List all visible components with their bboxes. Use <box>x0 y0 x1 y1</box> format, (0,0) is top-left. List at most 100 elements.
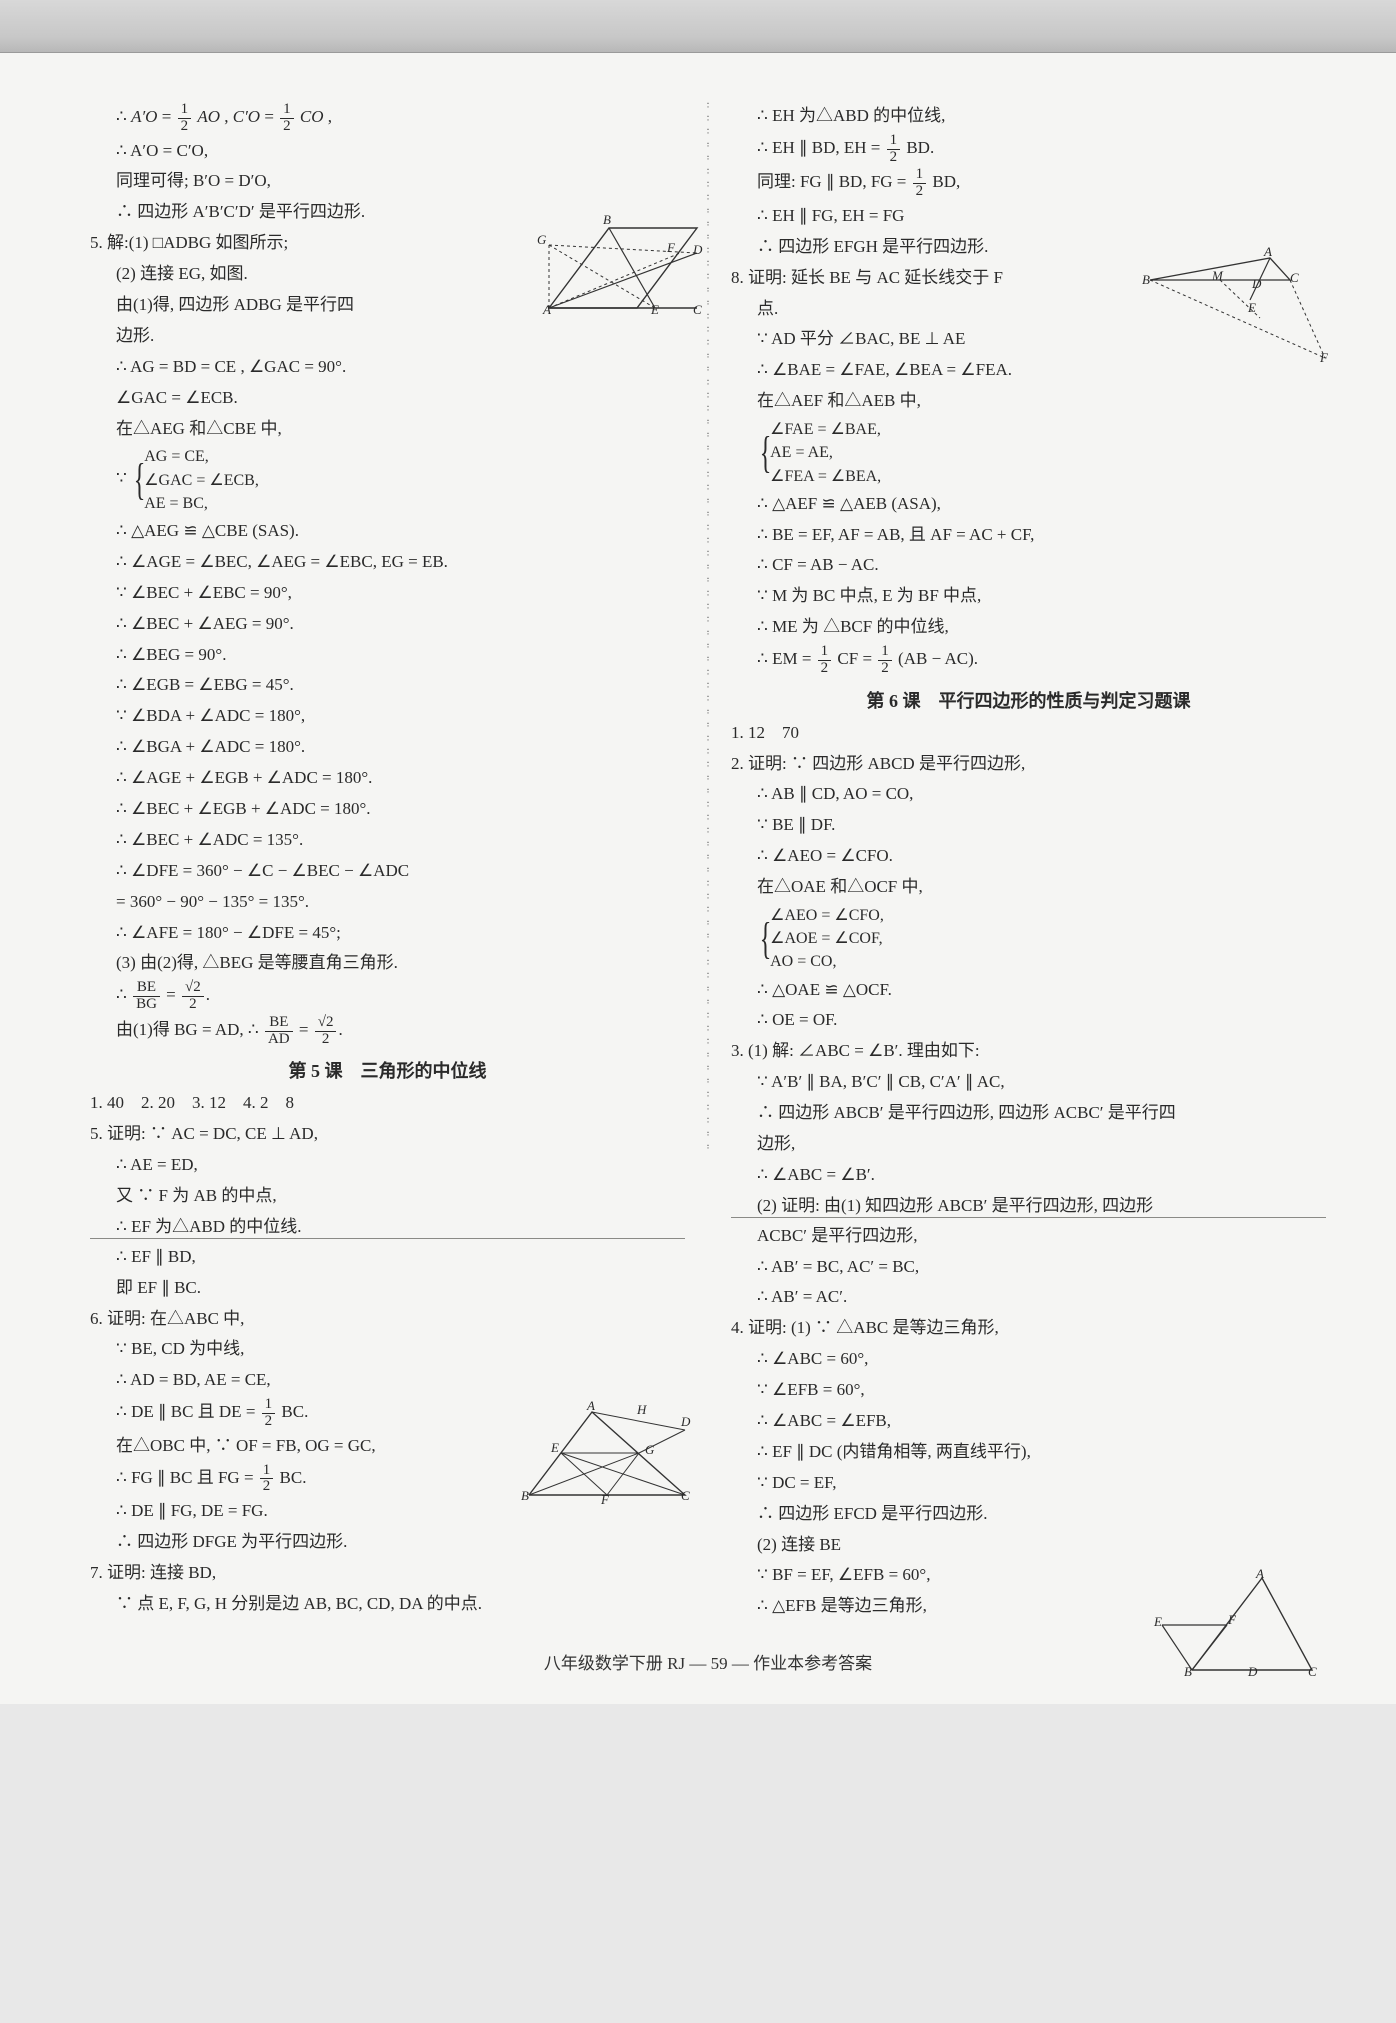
inline-text: ∴ EM = <box>757 649 816 668</box>
math-line: ∴ 四边形 EFCD 是平行四边形. <box>731 1500 1326 1529</box>
frac-num: 1 <box>260 1463 274 1480</box>
math-line: ∴ ∠AFE = 180° − ∠DFE = 45°; <box>90 919 685 948</box>
math-line: 5. 证明: ∵ AC = DC, CE ⊥ AD, <box>90 1120 685 1149</box>
math-line: 又 ∵ F 为 AB 的中点, <box>90 1182 685 1211</box>
math-line: 4. 证明: (1) ∵ △ABC 是等边三角形, <box>731 1314 1326 1343</box>
system-row: ∠AOE = ∠COF, <box>770 927 884 950</box>
inline-text: ∴ EH ∥ BD, EH = <box>757 138 885 157</box>
math-line: 8. 证明: 延长 BE 与 AC 延长线交于 F <box>731 264 1326 293</box>
math-line: ∴ ∠AGE = ∠BEC, ∠AEG = ∠EBC, EG = EB. <box>90 548 685 577</box>
math-line: ∵ ∠EFB = 60°, <box>731 1376 1326 1405</box>
frac-den: 2 <box>178 119 192 135</box>
math-line: ∴ A′O = C′O, <box>90 137 685 166</box>
math-line: 边形, <box>731 1130 1326 1159</box>
math-line: ∵ AD 平分 ∠BAC, BE ⊥ AE <box>731 325 1326 354</box>
math-line: 同理: FG ∥ BD, FG = 12 BD, <box>731 167 1326 200</box>
frac-den: 2 <box>315 1032 337 1048</box>
math-line: (2) 证明: 由(1) 知四边形 ABCB′ 是平行四边形, 四边形 <box>731 1192 1326 1221</box>
math-line: (3) 由(2)得, △BEG 是等腰直角三角形. <box>90 949 685 978</box>
math-line: 6. 证明: 在△ABC 中, <box>90 1305 685 1334</box>
frac-den: 2 <box>182 997 204 1013</box>
frac-num: 1 <box>280 102 294 119</box>
math-line: ∴ BEBG = √22. <box>90 980 685 1013</box>
math-line: ACBC′ 是平行四边形, <box>731 1222 1326 1251</box>
system-row: AG = CE, <box>144 445 259 468</box>
frac-num: √2 <box>182 980 204 997</box>
math-line: ∵ BE, CD 为中线, <box>90 1335 685 1364</box>
math-line: ∵ ∠BEC + ∠EBC = 90°, <box>90 579 685 608</box>
math-line: 即 EF ∥ BC. <box>90 1274 685 1303</box>
frac-den: 2 <box>280 119 294 135</box>
math-line: (2) 连接 BE <box>731 1531 1326 1560</box>
math-line: = 360° − 90° − 135° = 135°. <box>90 888 685 917</box>
frac-num: BE <box>265 1015 293 1032</box>
math-line: ∴ BE = EF, AF = AB, 且 AF = AC + CF, <box>731 521 1326 550</box>
math-line: 在△AEF 和△AEB 中, <box>731 387 1326 416</box>
frac-num: 1 <box>818 644 832 661</box>
frac-den: BG <box>133 997 160 1013</box>
inline-text: CF = <box>837 649 876 668</box>
inline-text: BD, <box>932 173 960 192</box>
system-row: AE = AE, <box>770 441 881 464</box>
math-line: ∴ AG = BD = CE , ∠GAC = 90°. <box>90 353 685 382</box>
math-line: ∴ EH ∥ FG, EH = FG <box>731 202 1326 231</box>
inline-text: BC. <box>281 1402 308 1421</box>
math-line: ∴ ∠BEC + ∠AEG = 90°. <box>90 610 685 639</box>
frac-num: 1 <box>262 1397 276 1414</box>
system-row: ∠GAC = ∠ECB, <box>144 469 259 492</box>
system-row: ∠AEO = ∠CFO, <box>770 904 884 927</box>
section-title-5: 第 5 课 三角形的中位线 <box>90 1057 685 1083</box>
math-line: ∴ EM = 12 CF = 12 (AB − AC). <box>731 644 1326 677</box>
section-title-6: 第 6 课 平行四边形的性质与判定习题课 <box>731 687 1326 713</box>
system-row: AO = CO, <box>770 950 884 973</box>
math-line: ∴ A′O = 12 AO , C′O = 12 CO , <box>90 102 685 135</box>
math-line: ∴ △AEG ≌ △CBE (SAS). <box>90 517 685 546</box>
math-line: ∴ AB′ = BC, AC′ = BC, <box>731 1253 1326 1282</box>
frac-num: √2 <box>315 1015 337 1032</box>
math-line: ∴ ∠ABC = ∠B′. <box>731 1161 1326 1190</box>
math-line: ∴ ∠BGA + ∠ADC = 180°. <box>90 733 685 762</box>
math-line: ∴ OE = OF. <box>731 1006 1326 1035</box>
math-line: 边形. <box>90 322 685 351</box>
math-line: 7. 证明: 连接 BD, <box>90 1559 685 1588</box>
left-column: ∴ A′O = 12 AO , C′O = 12 CO , ∴ A′O = C′… <box>90 100 701 1623</box>
math-line: ∴ ∠ABC = ∠EFB, <box>731 1407 1326 1436</box>
math-line: ∴ EH ∥ BD, EH = 12 BD. <box>731 133 1326 166</box>
math-line: ∴ AB′ = AC′. <box>731 1283 1326 1312</box>
math-line: ∴ FG ∥ BC 且 FG = 12 BC. <box>90 1463 685 1496</box>
math-line: 在△OBC 中, ∵ OF = FB, OG = GC, <box>90 1432 685 1461</box>
math-line: ∴ ∠ABC = 60°, <box>731 1345 1326 1374</box>
math-line: ∴ AD = BD, AE = CE, <box>90 1366 685 1395</box>
math-line: ∴ ∠BAE = ∠FAE, ∠BEA = ∠FEA. <box>731 356 1326 385</box>
math-line: ∵ 点 E, F, G, H 分别是边 AB, BC, CD, DA 的中点. <box>90 1590 685 1619</box>
math-line: 2. 证明: ∵ 四边形 ABCD 是平行四边形, <box>731 750 1326 779</box>
math-line: ∴ ∠BEC + ∠EGB + ∠ADC = 180°. <box>90 795 685 824</box>
frac-num: 1 <box>178 102 192 119</box>
math-line: ∴ 四边形 DFGE 为平行四边形. <box>90 1528 685 1557</box>
inline-text: (AB − AC). <box>898 649 978 668</box>
math-line: 同理可得; B′O = D′O, <box>90 167 685 196</box>
math-line: ∴ EH 为△ABD 的中位线, <box>731 102 1326 131</box>
math-line: ∴ ∠BEC + ∠ADC = 135°. <box>90 826 685 855</box>
math-line: 5. 解:(1) □ADBG 如图所示; <box>90 229 685 258</box>
math-line: ∴ EF ∥ DC (内错角相等, 两直线平行), <box>731 1438 1326 1467</box>
math-line: (2) 连接 EG, 如图. <box>90 260 685 289</box>
brace-system: { ∠AEO = ∠CFO, ∠AOE = ∠COF, AO = CO, <box>731 904 1326 974</box>
column-divider: // placeholder for structural spot; dots… <box>701 100 715 1623</box>
math-line: ∴ EF ∥ BD, <box>90 1243 685 1272</box>
system-row: AE = BC, <box>144 492 259 515</box>
math-line: ∴ AB ∥ CD, AO = CO, <box>731 780 1326 809</box>
frac-den: 2 <box>818 661 832 677</box>
math-line: ∴ EF 为△ABD 的中位线. <box>90 1213 685 1242</box>
inline-text: BD. <box>906 138 934 157</box>
math-line: 3. (1) 解: ∠ABC = ∠B′. 理由如下: <box>731 1037 1326 1066</box>
frac-den: AD <box>265 1032 293 1048</box>
math-line: 由(1)得 BG = AD, ∴ BEAD = √22. <box>90 1015 685 1048</box>
math-line: ∴ DE ∥ FG, DE = FG. <box>90 1497 685 1526</box>
system-row: ∠FEA = ∠BEA, <box>770 465 881 488</box>
frac-den: 2 <box>887 150 901 166</box>
math-line: 在△OAE 和△OCF 中, <box>731 873 1326 902</box>
math-line: ∴ CF = AB − AC. <box>731 551 1326 580</box>
math-line: ∵ ∠BDA + ∠ADC = 180°, <box>90 702 685 731</box>
page-footer: 八年级数学下册 RJ — 59 — 作业本参考答案 <box>90 1649 1326 1674</box>
